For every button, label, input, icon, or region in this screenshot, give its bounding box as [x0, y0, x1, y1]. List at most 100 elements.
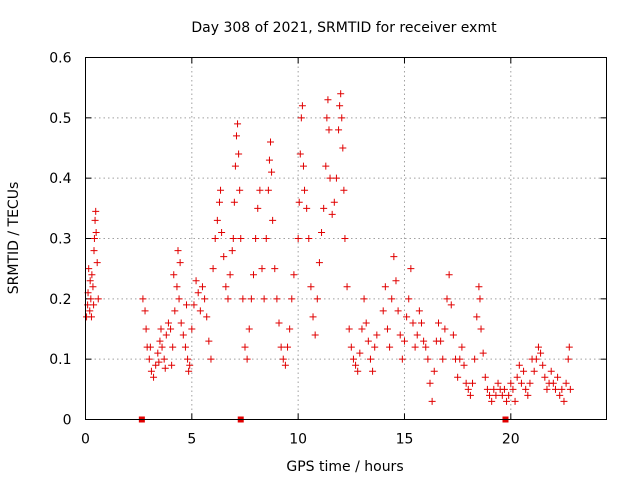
data-point	[522, 385, 530, 393]
data-point	[268, 168, 276, 176]
data-point	[392, 277, 400, 285]
data-point	[447, 301, 455, 309]
data-point	[88, 271, 96, 279]
data-point	[430, 367, 438, 375]
data-point	[400, 337, 408, 345]
data-point	[469, 379, 477, 387]
data-point	[273, 295, 281, 303]
data-point	[146, 343, 154, 351]
data-point	[475, 283, 483, 291]
data-point	[462, 379, 470, 387]
data-point	[530, 367, 538, 375]
data-point	[294, 235, 302, 242]
data-point	[437, 337, 445, 345]
data-point	[295, 198, 303, 206]
data-point	[239, 295, 247, 303]
data-point	[524, 391, 532, 399]
data-point	[424, 355, 432, 363]
data-point	[490, 385, 498, 393]
data-point	[262, 235, 270, 242]
data-point	[192, 277, 200, 285]
data-point	[258, 265, 266, 273]
data-point	[167, 325, 175, 333]
data-point	[205, 337, 213, 345]
marks-layer	[83, 90, 574, 423]
data-point	[176, 259, 184, 267]
data-point	[92, 207, 100, 215]
data-point	[171, 307, 179, 315]
data-point	[211, 235, 219, 242]
data-point	[341, 235, 349, 242]
data-point	[150, 373, 158, 381]
data-point	[297, 114, 305, 122]
data-point	[543, 385, 551, 393]
y-tick-label: 0.6	[49, 51, 71, 67]
data-point	[284, 343, 292, 351]
data-point	[156, 337, 164, 345]
data-point	[232, 132, 240, 140]
data-point	[142, 325, 150, 333]
data-point	[347, 343, 355, 351]
data-point	[417, 319, 425, 327]
data-point	[309, 313, 317, 321]
data-point	[373, 331, 381, 339]
data-point	[323, 114, 331, 122]
data-point	[235, 150, 243, 158]
data-point	[264, 186, 272, 194]
data-point	[231, 162, 239, 170]
data-point	[157, 325, 165, 333]
data-point	[466, 391, 474, 399]
data-point	[362, 319, 370, 327]
x-tick-label: 15	[396, 432, 414, 448]
data-point	[141, 307, 149, 315]
data-point	[194, 289, 202, 297]
data-point	[247, 295, 255, 303]
data-point	[275, 319, 283, 327]
data-point	[201, 295, 209, 303]
data-point	[86, 277, 94, 285]
data-point	[173, 283, 181, 291]
data-point	[394, 307, 402, 315]
data-point	[86, 307, 94, 315]
data-point	[252, 235, 260, 242]
data-point	[381, 283, 389, 291]
data-point	[286, 325, 294, 333]
data-point	[318, 228, 326, 236]
data-point	[296, 150, 304, 158]
data-point	[224, 295, 232, 303]
data-point	[305, 235, 313, 242]
x-tick-label: 5	[187, 432, 196, 448]
data-point	[366, 355, 374, 363]
data-point	[515, 361, 523, 369]
data-point	[369, 367, 377, 375]
data-point	[358, 325, 366, 333]
data-point	[483, 385, 491, 393]
data-point	[383, 325, 391, 333]
data-point	[322, 162, 330, 170]
data-point	[390, 253, 398, 261]
data-point	[428, 397, 436, 405]
data-point	[388, 295, 396, 303]
data-point	[154, 349, 162, 357]
data-point	[398, 355, 406, 363]
data-point	[517, 379, 525, 387]
data-point	[92, 228, 100, 236]
data-point	[560, 397, 568, 405]
data-point	[228, 247, 236, 255]
data-point	[479, 349, 487, 357]
data-point	[526, 379, 534, 387]
data-point	[218, 228, 226, 236]
data-point	[158, 343, 166, 351]
data-point	[340, 186, 348, 194]
data-point	[413, 331, 421, 339]
data-point	[170, 271, 178, 279]
data-point	[330, 198, 338, 206]
data-point	[441, 325, 449, 333]
data-point	[89, 283, 97, 291]
data-point	[85, 265, 93, 273]
data-point	[556, 391, 564, 399]
data-point	[443, 295, 451, 303]
data-point	[477, 325, 485, 333]
data-point	[415, 307, 423, 315]
data-point	[328, 210, 336, 218]
